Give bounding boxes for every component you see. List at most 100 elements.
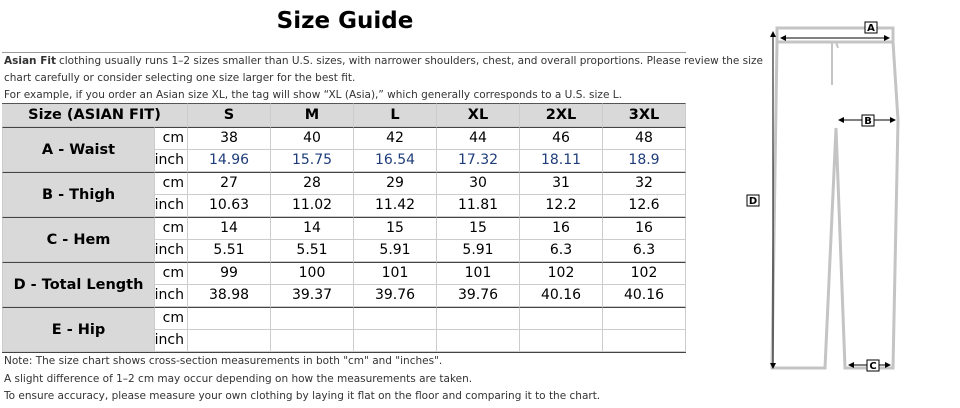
size-value bbox=[603, 329, 686, 352]
size-value: 18.9 bbox=[603, 149, 686, 172]
size-value: 15 bbox=[437, 217, 520, 240]
size-value: 101 bbox=[437, 262, 520, 285]
size-value: 102 bbox=[520, 262, 603, 285]
size-value: 17.32 bbox=[437, 149, 520, 172]
table-header: S bbox=[188, 103, 271, 127]
pocket bbox=[831, 41, 839, 85]
label-box bbox=[861, 114, 875, 127]
size-value bbox=[354, 307, 437, 330]
label-b: B bbox=[864, 116, 872, 127]
size-value: 39.76 bbox=[437, 284, 520, 307]
unit: cm bbox=[155, 307, 188, 330]
unit: inch bbox=[155, 329, 188, 352]
size-value: 38 bbox=[188, 127, 271, 150]
size-value: 16 bbox=[520, 217, 603, 240]
size-value bbox=[603, 307, 686, 330]
rule bbox=[2, 52, 686, 53]
size-value bbox=[188, 329, 271, 352]
size-value: 11.81 bbox=[437, 194, 520, 217]
size-value bbox=[520, 329, 603, 352]
label-d: D bbox=[749, 196, 757, 207]
unit: cm bbox=[155, 217, 188, 240]
size-value: 10.63 bbox=[188, 194, 271, 217]
intro-line: Asian Fit clothing usually runs 1–2 sizes… bbox=[4, 53, 763, 69]
size-value: 102 bbox=[603, 262, 686, 285]
size-value: 99 bbox=[188, 262, 271, 285]
size-value: 5.51 bbox=[271, 239, 354, 262]
row-label: A - Waist bbox=[2, 127, 155, 172]
note-line: A slight difference of 1–2 cm may occur … bbox=[4, 372, 473, 385]
size-value: 31 bbox=[520, 172, 603, 195]
size-value: 12.2 bbox=[520, 194, 603, 217]
size-value: 14 bbox=[271, 217, 354, 240]
size-value bbox=[354, 329, 437, 352]
size-value: 11.42 bbox=[354, 194, 437, 217]
size-value: 16.54 bbox=[354, 149, 437, 172]
label-c: C bbox=[869, 361, 876, 372]
unit: inch bbox=[155, 149, 188, 172]
unit: inch bbox=[155, 239, 188, 262]
size-value: 32 bbox=[603, 172, 686, 195]
size-value: 40.16 bbox=[603, 284, 686, 307]
size-value: 101 bbox=[354, 262, 437, 285]
unit: cm bbox=[155, 172, 188, 195]
size-value: 39.76 bbox=[354, 284, 437, 307]
size-value: 46 bbox=[520, 127, 603, 150]
pants-diagram: A B C D bbox=[746, 21, 900, 372]
intro-text: clothing usually runs 1–2 sizes smaller … bbox=[58, 55, 764, 67]
size-value: 28 bbox=[271, 172, 354, 195]
unit: cm bbox=[155, 127, 188, 150]
size-value bbox=[437, 307, 520, 330]
unit: inch bbox=[155, 284, 188, 307]
size-value: 48 bbox=[603, 127, 686, 150]
intro-lead: Asian Fit bbox=[4, 55, 56, 67]
row-label: D - Total Length bbox=[2, 262, 155, 307]
table-header: L bbox=[354, 103, 437, 127]
size-value: 16 bbox=[603, 217, 686, 240]
size-value bbox=[271, 329, 354, 352]
size-value: 100 bbox=[271, 262, 354, 285]
size-value: 5.91 bbox=[354, 239, 437, 262]
row-label: B - Thigh bbox=[2, 172, 155, 217]
label-box bbox=[746, 194, 760, 207]
table-header: Size (ASIAN FIT) bbox=[2, 103, 188, 127]
size-value bbox=[437, 329, 520, 352]
size-value bbox=[520, 307, 603, 330]
rule bbox=[2, 352, 686, 353]
note-line: Note: The size chart shows cross-section… bbox=[4, 355, 443, 367]
size-value bbox=[271, 307, 354, 330]
size-value: 38.98 bbox=[188, 284, 271, 307]
size-value: 15.75 bbox=[271, 149, 354, 172]
table-header: 2XL bbox=[520, 103, 603, 127]
size-value: 5.51 bbox=[188, 239, 271, 262]
title: Size Guide bbox=[276, 8, 414, 34]
size-value: 14.96 bbox=[188, 149, 271, 172]
label-box bbox=[866, 359, 880, 372]
size-value: 11.02 bbox=[271, 194, 354, 217]
table-header: XL bbox=[437, 103, 520, 127]
table-header: 3XL bbox=[603, 103, 686, 127]
size-value: 40.16 bbox=[520, 284, 603, 307]
size-value: 15 bbox=[354, 217, 437, 240]
intro-line: For example, if you order an Asian size … bbox=[4, 89, 622, 101]
size-value: 42 bbox=[354, 127, 437, 150]
size-value: 12.6 bbox=[603, 194, 686, 217]
size-value: 39.37 bbox=[271, 284, 354, 307]
unit: cm bbox=[155, 262, 188, 285]
size-value: 6.3 bbox=[603, 239, 686, 262]
label-box bbox=[864, 21, 878, 34]
row-label: C - Hem bbox=[2, 217, 155, 262]
unit: inch bbox=[155, 194, 188, 217]
size-value: 30 bbox=[437, 172, 520, 195]
size-value: 44 bbox=[437, 127, 520, 150]
size-value: 27 bbox=[188, 172, 271, 195]
table-header: M bbox=[271, 103, 354, 127]
label-a: A bbox=[867, 23, 875, 34]
size-value: 14 bbox=[188, 217, 271, 240]
size-value: 18.11 bbox=[520, 149, 603, 172]
size-value: 6.3 bbox=[520, 239, 603, 262]
intro-line: chart carefully or consider selecting on… bbox=[4, 72, 356, 84]
size-value bbox=[188, 307, 271, 330]
row-label: E - Hip bbox=[2, 307, 155, 352]
